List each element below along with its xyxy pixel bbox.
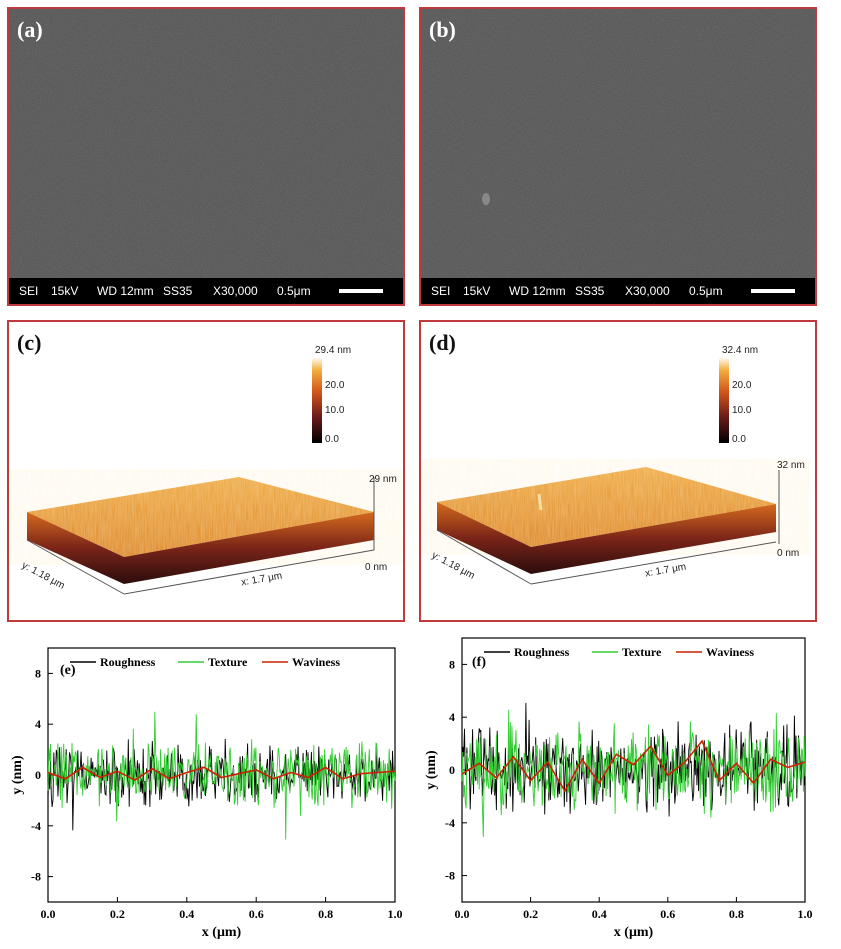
y-tick-label: -4: [31, 819, 41, 833]
x-tick-label: 0.6: [660, 907, 675, 921]
roughness-line: [47, 738, 396, 831]
x-axis-label: x (μm): [614, 925, 654, 940]
x-tick-label: 0.2: [110, 907, 125, 921]
chart-svg-f: 8 4 0 -4 -8 0.0 0.2 0.4 0.6 0.8 1.0 x (μm) y (nm) Rou…: [424, 637, 813, 940]
sem-spot: SS35: [163, 284, 193, 298]
legend-label: Waviness: [292, 655, 340, 669]
panel-label-a: (a): [17, 17, 43, 42]
colorbar-tick: 10.0: [325, 405, 345, 416]
panel-label-f: (f): [472, 655, 486, 670]
sem-magnification: X30,000: [625, 284, 670, 298]
colorbar-max: 32.4 nm: [722, 345, 759, 356]
x-tick-label: 0.2: [523, 907, 538, 921]
legend-label: Roughness: [514, 645, 570, 659]
x-tick-label: 0.4: [179, 907, 194, 921]
x-tick-label: 0.8: [318, 907, 333, 921]
x-tick-label: 0.0: [455, 907, 470, 921]
sem-scale: 0.5μm: [277, 284, 311, 298]
sem-scale: 0.5μm: [689, 284, 723, 298]
y-axis-label: y (nm): [10, 755, 25, 795]
texture-line: [461, 709, 806, 837]
panel-label-e: (e): [60, 663, 76, 678]
afm-panel-c: 29.4 nm 20.0 10.0 0.0 29 nm 0 nm y: 1.18…: [7, 320, 405, 622]
colorbar-tick: 0.0: [325, 434, 339, 445]
panel-label-c: (c): [17, 330, 42, 355]
legend-label: Roughness: [100, 655, 156, 669]
scale-bar: [339, 289, 383, 293]
sem-wd: WD 12mm: [97, 284, 154, 298]
y-tick-label: -4: [445, 816, 455, 830]
x-tick-label: 0.4: [592, 907, 607, 921]
sem-mode: SEI: [431, 284, 451, 298]
sem-mode: SEI: [19, 284, 39, 298]
sem-texture: [9, 9, 403, 304]
x-tick-label: 1.0: [798, 907, 813, 921]
y-tick-label: -8: [445, 869, 455, 883]
sem-info-bar-b: SEI 15kV WD 12mm SS35 X30,000 0.5μm: [421, 278, 815, 304]
sem-voltage: 15kV: [463, 284, 491, 298]
sem-wd: WD 12mm: [509, 284, 566, 298]
profile-chart-f: 8 4 0 -4 -8 0.0 0.2 0.4 0.6 0.8 1.0 x (μm) y (nm) Rou…: [412, 636, 832, 949]
y-tick-label: 8: [35, 666, 41, 680]
y-tick-label: 4: [35, 717, 41, 731]
y-tick-label: -8: [31, 870, 41, 884]
z-bottom-label: 0 nm: [365, 562, 388, 573]
legend-label: Texture: [208, 655, 248, 669]
z-top-label: 29 nm: [369, 474, 397, 485]
texture-line: [47, 711, 396, 840]
waviness-line: [461, 739, 806, 793]
colorbar-tick: 0.0: [732, 434, 746, 445]
y-tick-label: 0: [449, 763, 455, 777]
sem-texture: [421, 9, 815, 304]
sem-panel-b: (b) SEI 15kV WD 12mm SS35 X30,000 0.5μm: [419, 7, 817, 306]
chart-svg-e: 8 4 0 -4 -8 0.0 0.2 0.4 0.6 0.8 1.0 x (μm) y (nm) Rou…: [10, 647, 403, 940]
sem-panel-a: (a) SEI 15kV WD 12mm SS35 X30,000 0.5μm: [7, 7, 405, 306]
sem-spot: SS35: [575, 284, 605, 298]
x-axis-label: x (μm): [202, 925, 242, 940]
y-tick-label: 4: [449, 710, 455, 724]
scale-bar: [751, 289, 795, 293]
colorbar-tick: 20.0: [325, 380, 345, 391]
waviness-line: [47, 766, 396, 782]
y-tick-label: 0: [35, 768, 41, 782]
afm-3d-surface-c: [26, 357, 375, 595]
legend-label: Waviness: [706, 645, 754, 659]
colorbar-tick: 10.0: [732, 405, 752, 416]
x-tick-label: 0.8: [729, 907, 744, 921]
panel-label-d: (d): [429, 330, 456, 355]
colorbar-c: [312, 357, 322, 443]
afm-3d-surface-d: [436, 357, 780, 585]
sem-info-bar-a: SEI 15kV WD 12mm SS35 X30,000 0.5μm: [9, 278, 403, 304]
x-tick-label: 1.0: [388, 907, 403, 921]
colorbar-d: [719, 357, 729, 443]
z-bottom-label: 0 nm: [777, 548, 800, 559]
sem-magnification: X30,000: [213, 284, 258, 298]
panel-label-b: (b): [429, 17, 456, 42]
profile-chart-e: 8 4 0 -4 -8 0.0 0.2 0.4 0.6 0.8 1.0 x (μm) y (nm) Rou…: [0, 636, 410, 949]
x-tick-label: 0.0: [41, 907, 56, 921]
colorbar-tick: 20.0: [732, 380, 752, 391]
legend-label: Texture: [622, 645, 662, 659]
x-tick-label: 0.6: [249, 907, 264, 921]
y-tick-label: 8: [449, 657, 455, 671]
sem-voltage: 15kV: [51, 284, 79, 298]
colorbar-max: 29.4 nm: [315, 345, 352, 356]
afm-panel-d: 32.4 nm 20.0 10.0 0.0 32 nm 0 nm y: 1.18…: [419, 320, 817, 622]
z-top-label: 32 nm: [777, 460, 805, 471]
y-axis-label: y (nm): [424, 750, 439, 790]
